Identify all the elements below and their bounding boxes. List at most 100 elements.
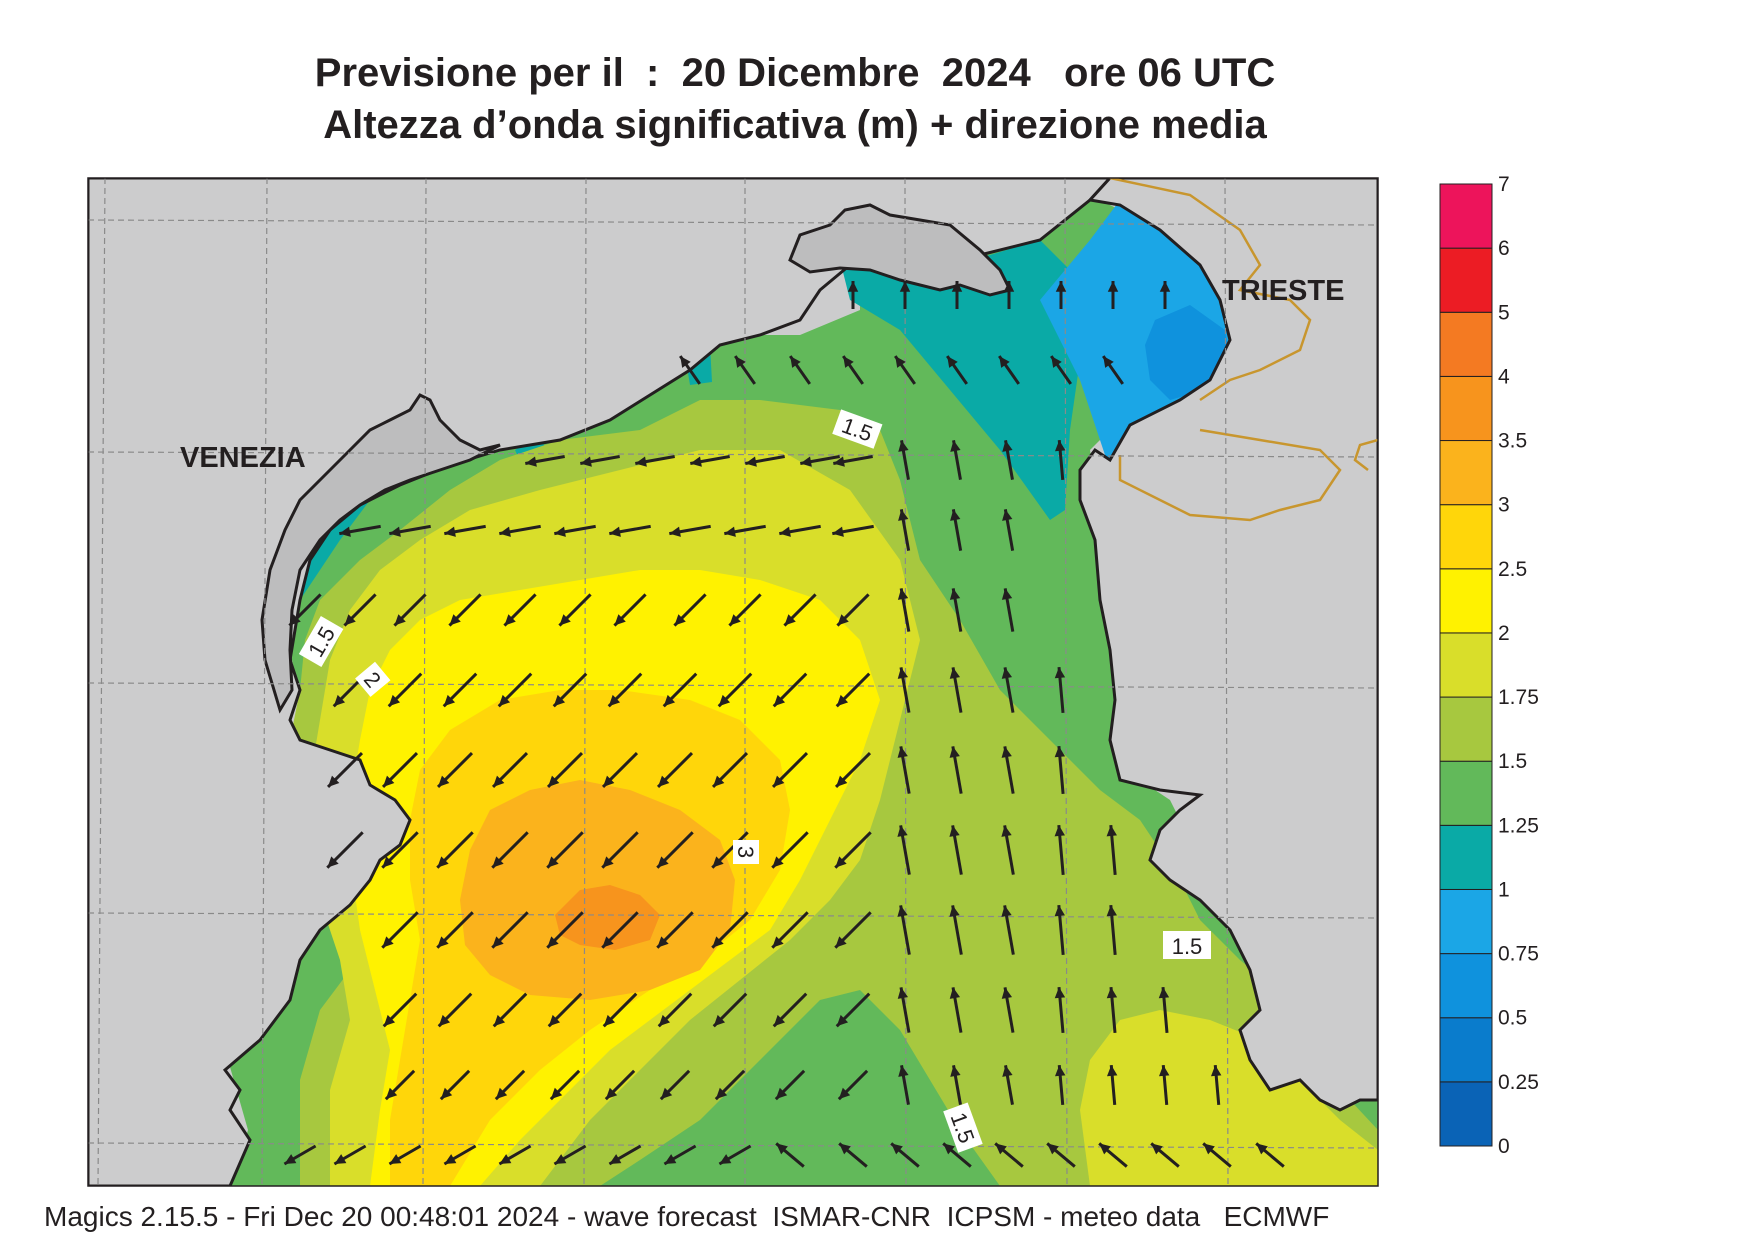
legend-label: 1.25 <box>1498 814 1539 837</box>
wave-direction-arrow <box>1054 1064 1066 1106</box>
wave-direction-arrow <box>834 831 872 869</box>
wave-direction-arrow <box>834 751 872 789</box>
state-border-east <box>1353 438 1378 471</box>
wave-direction-arrow <box>899 281 911 309</box>
wave-direction-arrow <box>771 751 809 789</box>
wave-direction-arrow <box>890 1142 920 1168</box>
wave-direction-arrow <box>745 455 785 467</box>
wave-direction-arrow <box>659 1069 691 1101</box>
wave-direction-arrow <box>712 992 748 1028</box>
wave-zone-3_5 <box>555 885 660 950</box>
wave-direction-arrow <box>942 1142 972 1168</box>
wave-direction-arrow <box>1054 666 1066 714</box>
wave-direction-arrow <box>601 751 639 789</box>
wave-direction-arrow <box>393 593 427 627</box>
wave-direction-arrow <box>498 1144 532 1166</box>
wave-direction-arrow <box>679 355 701 385</box>
wave-direction-arrow <box>546 751 584 789</box>
legend-swatch <box>1439 1081 1493 1147</box>
wave-direction-arrow <box>1002 509 1015 551</box>
wave-direction-arrow <box>491 831 529 869</box>
contour-label: 3 <box>733 846 758 858</box>
wave-direction-arrow <box>949 746 963 794</box>
wave-direction-arrow <box>552 672 588 708</box>
legend-label: 2.5 <box>1498 558 1527 581</box>
legend-label: 1.5 <box>1498 750 1527 773</box>
wave-direction-arrow <box>1054 824 1065 876</box>
wave-direction-arrow <box>894 355 916 385</box>
wave-direction-arrow <box>333 1144 367 1166</box>
wave-direction-arrow <box>580 455 620 467</box>
wave-direction-arrow <box>437 992 473 1028</box>
legend-label: 0 <box>1498 1135 1510 1158</box>
wave-direction-arrow <box>998 355 1020 385</box>
legend-swatch <box>1439 311 1493 377</box>
wave-direction-arrow <box>718 1144 752 1166</box>
wave-direction-arrow <box>381 831 419 869</box>
footer-credits: Magics 2.15.5 - Fri Dec 20 00:48:01 2024… <box>44 1201 1330 1232</box>
wave-direction-arrow <box>842 355 864 385</box>
trieste-label: TRIESTE <box>1222 275 1344 307</box>
wave-direction-arrow <box>898 509 911 551</box>
wave-direction-arrow <box>503 593 537 627</box>
wave-direction-arrow <box>384 1069 416 1101</box>
wave-direction-arrow <box>387 672 423 708</box>
wave-direction-arrow <box>382 992 418 1028</box>
wave-direction-arrow <box>673 593 707 627</box>
legend-swatch <box>1439 504 1493 570</box>
wave-direction-arrow <box>1106 1064 1118 1106</box>
wave-direction-arrow <box>897 746 911 794</box>
wave-direction-arrow <box>1210 1064 1222 1106</box>
wave-direction-arrow <box>1002 1065 1014 1105</box>
wave-direction-arrow <box>444 524 486 537</box>
wave-direction-arrow <box>951 281 963 309</box>
wave-direction-arrow <box>835 672 871 708</box>
wave-direction-arrow <box>832 524 874 537</box>
legend-swatch <box>1439 953 1493 1019</box>
wave-direction-arrow <box>711 831 749 869</box>
wave-direction-arrow <box>897 987 911 1033</box>
wave-direction-arrow <box>898 1065 910 1105</box>
wave-direction-arrow <box>553 1144 587 1166</box>
wave-direction-arrow <box>847 281 859 309</box>
legend-swatch <box>1439 247 1493 313</box>
wave-direction-arrow <box>442 672 478 708</box>
wave-direction-arrow <box>1054 904 1065 956</box>
contour-label: 1.5 <box>1172 934 1203 959</box>
wave-direction-arrow <box>1001 987 1015 1033</box>
wave-direction-arrow <box>1054 439 1066 481</box>
wave-direction-arrow <box>546 911 584 949</box>
wave-direction-arrow <box>491 911 529 949</box>
wave-direction-arrow <box>439 1069 471 1101</box>
wave-direction-arrow <box>711 911 749 949</box>
wave-direction-arrow <box>381 751 419 789</box>
wave-direction-arrow <box>1001 588 1015 632</box>
wave-direction-arrow <box>950 509 963 551</box>
wave-direction-arrow <box>608 1144 642 1166</box>
wave-direction-arrow <box>949 667 963 713</box>
wave-direction-arrow <box>663 1144 697 1166</box>
wave-direction-arrow <box>326 831 364 869</box>
wave-direction-arrow <box>549 1069 581 1101</box>
venice-lagoon-islands <box>260 393 501 714</box>
wave-direction-arrow <box>950 440 962 480</box>
wave-direction-arrow <box>656 911 694 949</box>
contour-3: 3 <box>733 840 759 864</box>
wave-direction-arrow <box>1098 1142 1128 1168</box>
wave-direction-arrow <box>339 524 381 537</box>
wave-direction-arrow <box>1255 1142 1285 1168</box>
wave-direction-arrow <box>775 1142 805 1168</box>
wave-direction-arrow <box>381 911 419 949</box>
wave-direction-arrow <box>601 911 639 949</box>
map-frame <box>87 177 1379 1187</box>
wave-direction-arrow <box>1001 905 1015 955</box>
wave-direction-arrow <box>833 455 873 467</box>
wave-direction-arrow <box>389 524 431 537</box>
wave-direction-arrow <box>1107 281 1119 309</box>
wave-direction-arrow <box>609 524 651 537</box>
legend-swatch <box>1439 375 1493 442</box>
wave-direction-arrow <box>724 524 766 537</box>
wave-direction-arrow <box>635 455 675 467</box>
wave-direction-arrow <box>602 992 638 1028</box>
legend-swatch <box>1439 568 1493 634</box>
